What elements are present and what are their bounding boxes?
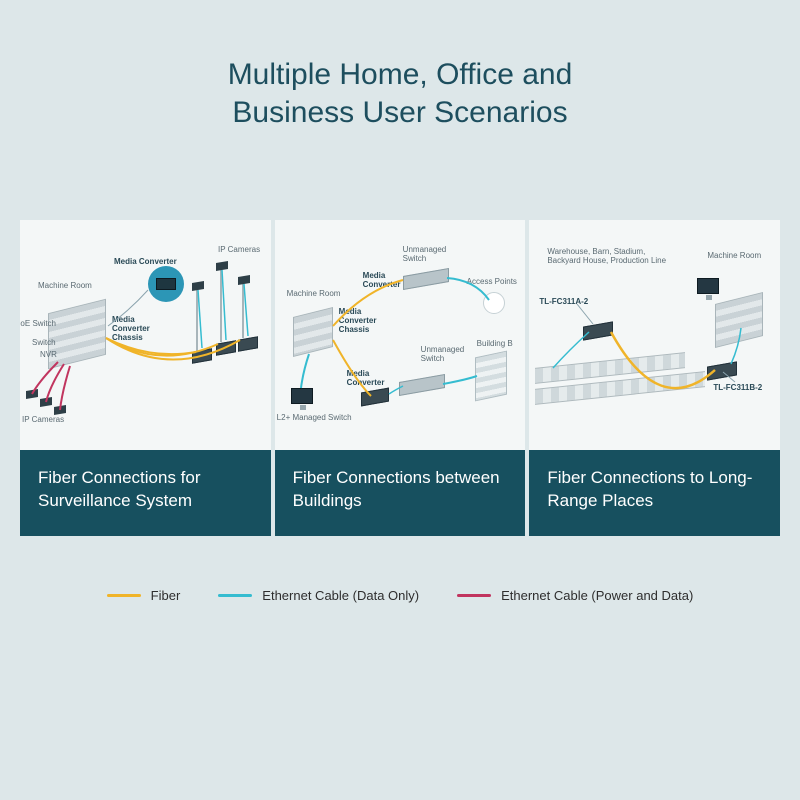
label-machine-room: Machine Room [38,282,92,291]
label-nvr: NVR [40,351,57,360]
label-unmanaged-top: Unmanaged Switch [403,246,447,264]
label-ip-cameras-left: IP Cameras [22,416,64,425]
legend-item-data: Ethernet Cable (Data Only) [218,588,419,603]
switch-box-icon [403,268,449,290]
label-unmanaged-bottom: Unmanaged Switch [421,346,465,364]
media-converter-badge-icon [148,266,184,302]
swatch-data [218,594,252,597]
title-block: Multiple Home, Office and Business User … [0,0,800,171]
caption-text: Fiber Connections to Long-Range Places [547,467,762,513]
label-mc-chassis: Media Converter Chassis [339,308,377,334]
title-line-2: Business User Scenarios [232,96,567,129]
caption-longrange: Fiber Connections to Long-Range Places [529,450,780,536]
label-warehouse: Warehouse, Barn, Stadium, Backyard House… [547,248,666,266]
caption-buildings: Fiber Connections between Buildings [275,450,526,536]
label-mc-bottom: Media Converter [347,370,385,388]
label-ip-cameras-right: IP Cameras [218,246,260,255]
label-media-converter-chassis: Media Converter Chassis [112,316,150,342]
swatch-power [457,594,491,597]
camera-icon [26,389,38,399]
panel-buildings: Machine Room L2+ Managed Switch Media Co… [275,220,526,536]
label-mc-top: Media Converter [363,272,401,290]
page-title: Multiple Home, Office and Business User … [0,56,800,131]
camera-icon [238,275,250,285]
legend-item-power: Ethernet Cable (Power and Data) [457,588,693,603]
label-poe-switch: PoE Switch [20,320,56,329]
pole-icon [220,266,222,342]
pole-icon [242,280,244,338]
label-machine-room: Machine Room [707,252,761,261]
device-box-icon [192,348,212,364]
label-tl-a: TL-FC311A-2 [539,298,588,307]
diagram-longrange: Warehouse, Barn, Stadium, Backyard House… [529,220,780,450]
title-line-1: Multiple Home, Office and [228,58,573,91]
label-building-b: Building B [477,340,513,349]
label-l2-switch: L2+ Managed Switch [277,414,352,423]
label-access-points: Access Points [467,278,517,287]
media-converter-box-icon [583,321,613,340]
caption-surveillance: Fiber Connections for Surveillance Syste… [20,450,271,536]
switch-box-icon [399,374,445,396]
legend-label: Ethernet Cable (Data Only) [262,588,419,603]
camera-icon [216,261,228,271]
panel-surveillance: Machine Room PoE Switch Switch NVR Media… [20,220,271,536]
label-media-converter: Media Converter [114,258,177,267]
page: Multiple Home, Office and Business User … [0,0,800,800]
legend-item-fiber: Fiber [107,588,181,603]
caption-text: Fiber Connections for Surveillance Syste… [38,467,253,513]
camera-icon [54,405,66,415]
camera-icon [192,281,204,291]
monitor-icon [291,388,313,404]
media-converter-box-icon [361,388,389,407]
building-icon [475,351,507,402]
swatch-fiber [107,594,141,597]
label-tl-b: TL-FC311B-2 [713,384,762,393]
pole-icon [196,286,198,352]
diagram-surveillance: Machine Room PoE Switch Switch NVR Media… [20,220,271,450]
caption-text: Fiber Connections between Buildings [293,467,508,513]
device-box-icon [216,340,236,356]
diagram-buildings: Machine Room L2+ Managed Switch Media Co… [275,220,526,450]
label-switch: Switch [32,339,56,348]
panels-row: Machine Room PoE Switch Switch NVR Media… [20,220,780,536]
device-box-icon [238,336,258,352]
camera-icon [40,397,52,407]
rack-icon [715,292,763,348]
monitor-icon [697,278,719,294]
rack-icon [293,307,333,357]
legend-label: Fiber [151,588,181,603]
panel-longrange: Warehouse, Barn, Stadium, Backyard House… [529,220,780,536]
legend: Fiber Ethernet Cable (Data Only) Etherne… [0,570,800,621]
access-point-icon [483,292,505,314]
label-machine-room: Machine Room [287,290,341,299]
legend-label: Ethernet Cable (Power and Data) [501,588,693,603]
media-converter-box-icon [707,361,737,380]
